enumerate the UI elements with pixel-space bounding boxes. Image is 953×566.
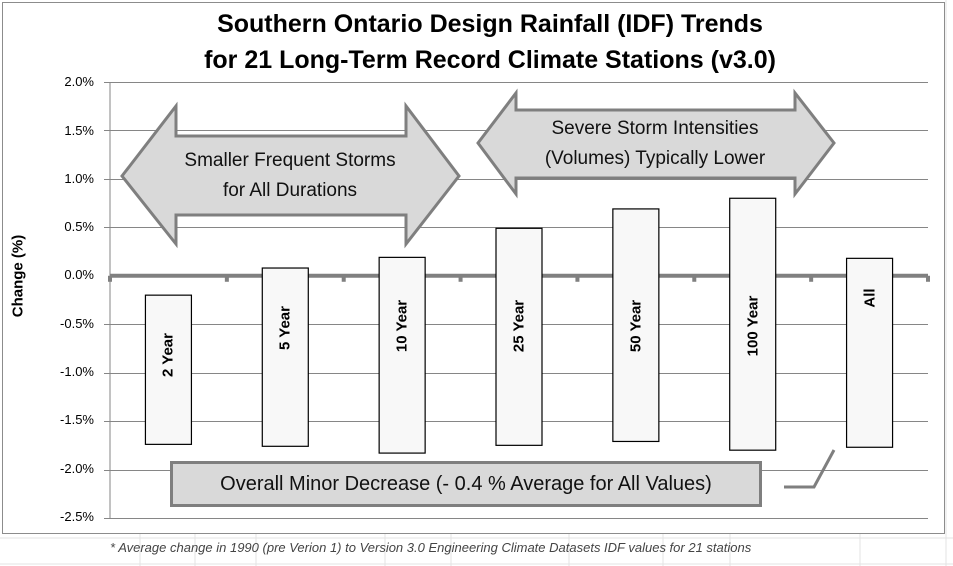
annotation-line: for All Durations (222, 180, 358, 201)
category-tick (224, 275, 229, 282)
bar-50-year (612, 208, 660, 443)
chart-title-line-1: Southern Ontario Design Rainfall (IDF) T… (217, 10, 763, 38)
category-tick (809, 275, 814, 282)
category-tick (341, 275, 346, 282)
bar-category-label: 10 Year (393, 299, 411, 353)
category-tick (458, 275, 463, 282)
bar-2-year (144, 294, 193, 445)
annotation-line: Smaller Frequent Storms (184, 150, 396, 171)
callout-connector (784, 449, 836, 489)
bar-all (845, 257, 894, 448)
annotation-line: Severe Storm Intensities (551, 118, 759, 139)
chart-area (2, 2, 945, 534)
annotation-right-arrow-text: Severe Storm Intensities (Volumes) Typic… (500, 114, 810, 174)
y-tick-label: -1.5% (60, 412, 94, 427)
bar-100-year (729, 197, 777, 451)
bar-category-label: 100 Year (744, 295, 762, 357)
chart-title: Southern Ontario Design Rainfall (IDF) T… (130, 6, 850, 78)
category-tick (575, 275, 580, 282)
bar-category-label: 50 Year (627, 299, 645, 353)
category-tick (692, 275, 697, 282)
y-tick-label: -2.0% (60, 461, 94, 476)
bar-category-label: All (861, 288, 879, 308)
y-tick-label: 2.0% (64, 74, 94, 89)
double-arrow-shape (476, 88, 836, 199)
summary-callout-box: Overall Minor Decrease (- 0.4 % Average … (170, 461, 762, 507)
footnote: * Average change in 1990 (pre Verion 1) … (110, 540, 752, 555)
annotation-line: (Volumes) Typically Lower (544, 148, 766, 169)
chart-title-line-2: for 21 Long-Term Record Climate Stations… (204, 46, 776, 74)
category-tick (108, 275, 112, 282)
category-tick (926, 275, 930, 282)
double-arrow-shape (120, 101, 461, 249)
y-tick-label: 0.0% (64, 267, 94, 282)
y-tick-label: -2.5% (60, 509, 94, 524)
annotation-left-arrow-text: Smaller Frequent Storms for All Duration… (150, 146, 430, 206)
bar-5-year (261, 267, 309, 447)
bar-10-year (378, 256, 426, 454)
bar-25-year (495, 227, 543, 446)
summary-callout-text: Overall Minor Decrease (- 0.4 % Average … (220, 472, 712, 495)
y-tick-label: 0.5% (64, 219, 94, 234)
y-tick-label: -0.5% (60, 316, 94, 331)
bar-category-label: 5 Year (276, 306, 294, 350)
y-tick-label: 1.5% (64, 123, 94, 138)
y-tick-label: 1.0% (64, 171, 94, 186)
bar-category-label: 25 Year (510, 299, 528, 353)
bar-category-label: 2 Year (159, 333, 177, 378)
y-tick-label: -1.0% (60, 364, 94, 379)
bars (144, 197, 894, 454)
